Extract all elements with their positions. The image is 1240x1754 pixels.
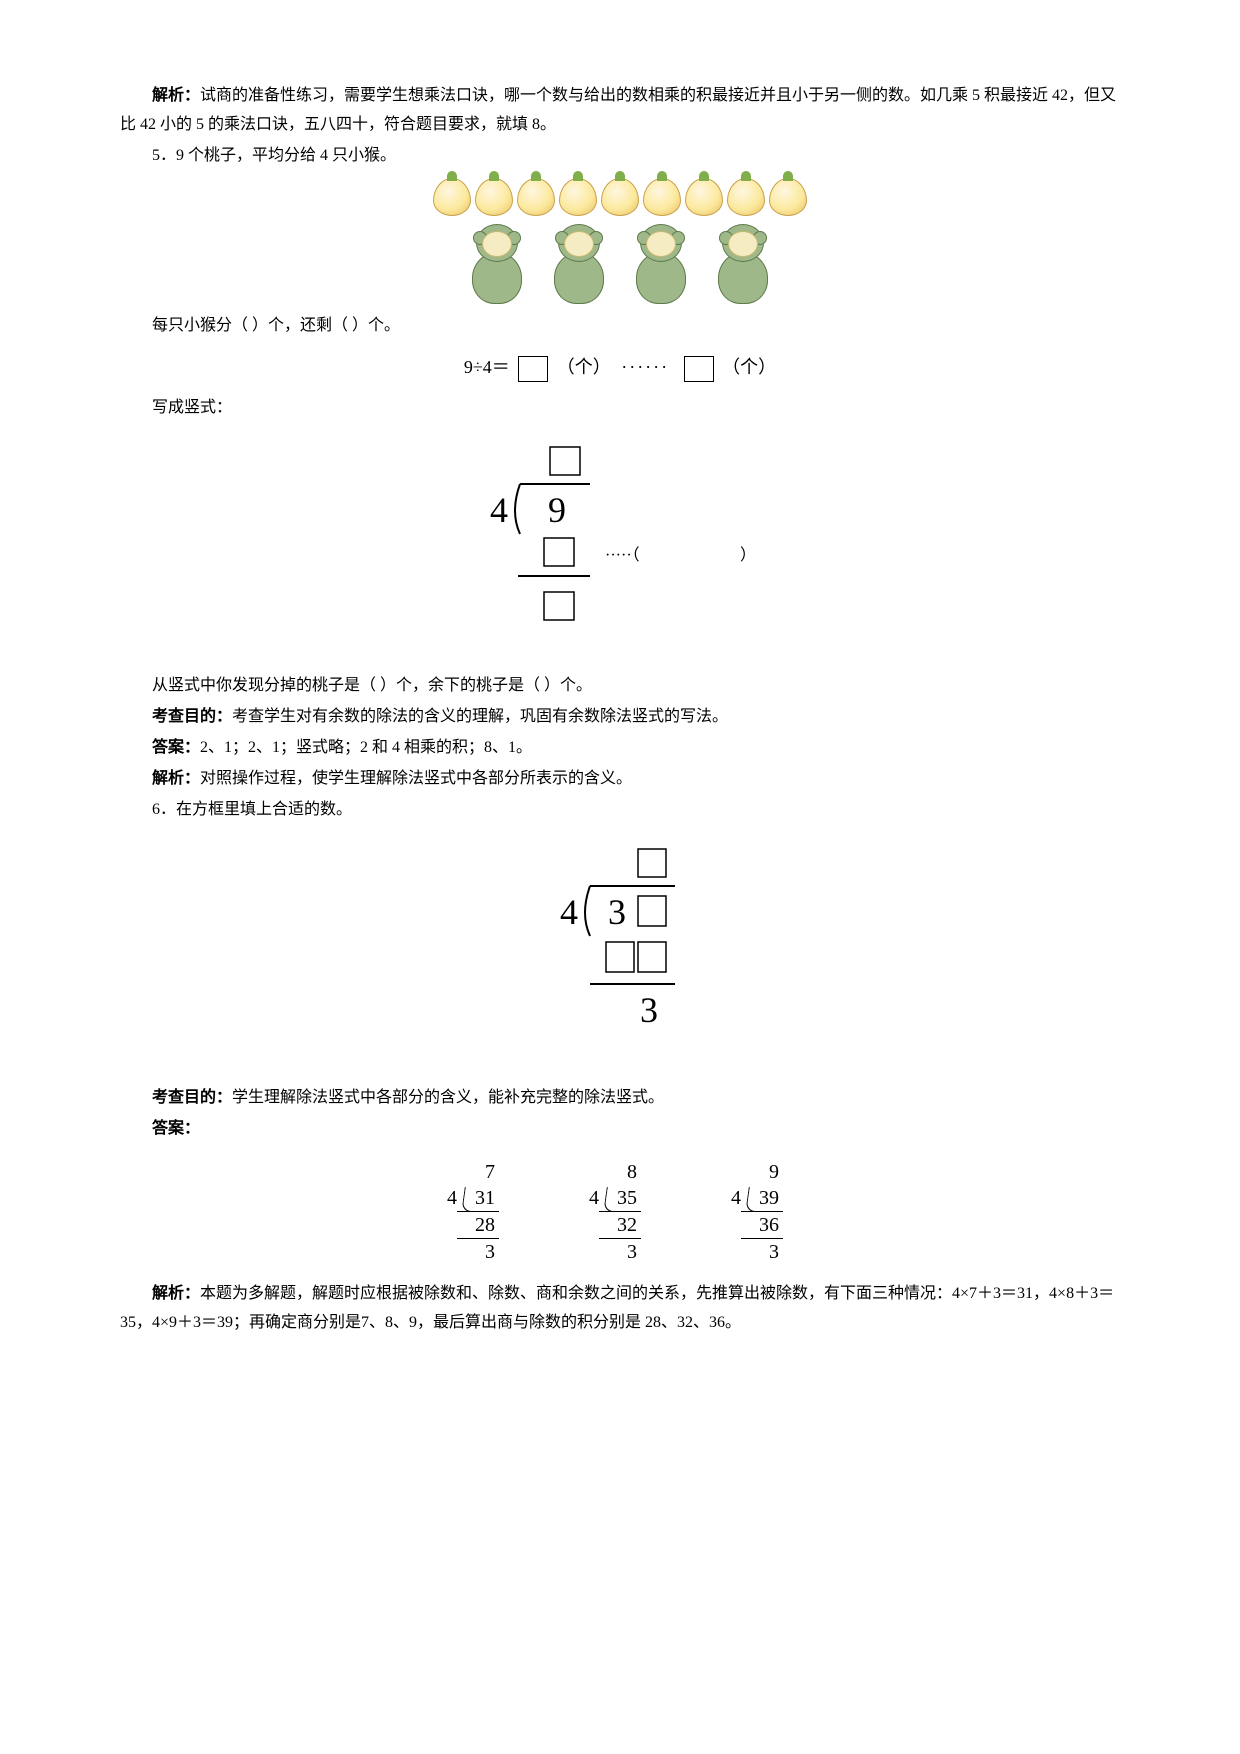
q5-equation: 9÷4＝ （个） ······ （个） (120, 351, 1120, 383)
q6-answers: 7431283 8435323 9439363 (120, 1159, 1120, 1265)
peach-icon (727, 178, 765, 216)
q5-long-division: 4 9 ·····（ ） (120, 442, 1120, 652)
q6-goal-text: 学生理解除法竖式中各部分的含义，能补充完整的除法竖式。 (232, 1089, 664, 1106)
q6-long-division: 4 3 3 (120, 844, 1120, 1064)
eq-unit1: （个） (557, 357, 611, 377)
analysis-1: 解析：试商的准备性练习，需要学生想乘法口诀，哪一个数与给出的数相乘的积最接近并且… (120, 82, 1120, 140)
q6-product-tens-box (606, 942, 634, 972)
peach-row (120, 178, 1120, 216)
q6-remainder: 3 (640, 990, 658, 1030)
ans-text: 2、1；2、1；竖式略；2 和 4 相乘的积；8、1。 (200, 739, 532, 756)
blank-box-remainder (684, 356, 714, 382)
q6-stem: 6．在方框里填上合适的数。 (120, 796, 1120, 825)
paren-close: ） (740, 546, 756, 564)
peach-icon (769, 178, 807, 216)
q6-goal-label: 考查目的： (152, 1089, 232, 1106)
q6-product-ones-box (638, 942, 666, 972)
eq-dots: ······ (621, 357, 669, 377)
q6-quotient-box (638, 849, 666, 877)
peach-icon (685, 178, 723, 216)
q5-goal: 考查目的：考查学生对有余数的除法的含义的理解，巩固有余数除法竖式的写法。 (120, 703, 1120, 732)
q6-explain: 解析：本题为多解题，解题时应根据被除数和、除数、商和余数之间的关系，先推算出被除… (120, 1280, 1120, 1338)
q5-explain: 解析：对照操作过程，使学生理解除法竖式中各部分所表示的含义。 (120, 765, 1120, 794)
answer-longdiv: 7431283 (457, 1159, 499, 1265)
q6-text: 在方框里填上合适的数。 (176, 801, 352, 818)
q6-dividend-ones-box (638, 896, 666, 926)
monkey-icon (625, 224, 697, 304)
q6-exp-text: 本题为多解题，解题时应根据被除数和、除数、商和余数之间的关系，先推算出被除数，有… (120, 1285, 1114, 1331)
quotient-box (550, 447, 580, 475)
q5-text: 9 个桃子，平均分给 4 只小猴。 (176, 147, 396, 164)
product-box (544, 538, 574, 566)
ans-label: 答案： (152, 739, 200, 756)
q5-line1: 每只小猴分（ ）个，还剩（ ）个。 (120, 312, 1120, 341)
q5-find: 从竖式中你发现分掉的桃子是（ ）个，余下的桃子是（ ）个。 (120, 672, 1120, 701)
blank-box-quotient (518, 356, 548, 382)
peach-icon (517, 178, 555, 216)
monkey-icon (707, 224, 779, 304)
divisor: 4 (490, 490, 508, 530)
q6-ans-label: 答案： (120, 1115, 1120, 1144)
peach-icon (643, 178, 681, 216)
peach-icon (433, 178, 471, 216)
q6-exp-label: 解析： (152, 1285, 200, 1302)
exp-text: 对照操作过程，使学生理解除法竖式中各部分所表示的含义。 (200, 770, 632, 787)
q6-goal: 考查目的：学生理解除法竖式中各部分的含义，能补充完整的除法竖式。 (120, 1084, 1120, 1113)
remainder-box (544, 592, 574, 620)
q5-stem: 5．9 个桃子，平均分给 4 只小猴。 (120, 142, 1120, 171)
paren-dots: ·····（ (605, 546, 640, 564)
goal-text: 考查学生对有余数的除法的含义的理解，巩固有余数除法竖式的写法。 (232, 708, 728, 725)
peach-icon (601, 178, 639, 216)
q6-divisor: 4 (560, 892, 578, 932)
answer-longdiv: 9439363 (741, 1159, 783, 1265)
monkey-icon (543, 224, 615, 304)
q5-vert-label: 写成竖式： (120, 394, 1120, 423)
peach-icon (475, 178, 513, 216)
answer-longdiv: 8435323 (599, 1159, 641, 1265)
peach-icon (559, 178, 597, 216)
monkey-row (120, 224, 1120, 304)
analysis-text: 试商的准备性练习，需要学生想乘法口诀，哪一个数与给出的数相乘的积最接近并且小于另… (120, 87, 1116, 133)
eq-left: 9÷4＝ (464, 357, 510, 377)
q5-num: 5． (152, 147, 176, 164)
q6-num: 6． (152, 801, 176, 818)
exp-label: 解析： (152, 770, 200, 787)
eq-unit2: （个） (722, 357, 776, 377)
monkey-icon (461, 224, 533, 304)
dividend: 9 (548, 490, 566, 530)
goal-label: 考查目的： (152, 708, 232, 725)
q6-dividend-tens: 3 (608, 892, 626, 932)
q5-answer: 答案：2、1；2、1；竖式略；2 和 4 相乘的积；8、1。 (120, 734, 1120, 763)
analysis-label: 解析： (152, 87, 200, 104)
